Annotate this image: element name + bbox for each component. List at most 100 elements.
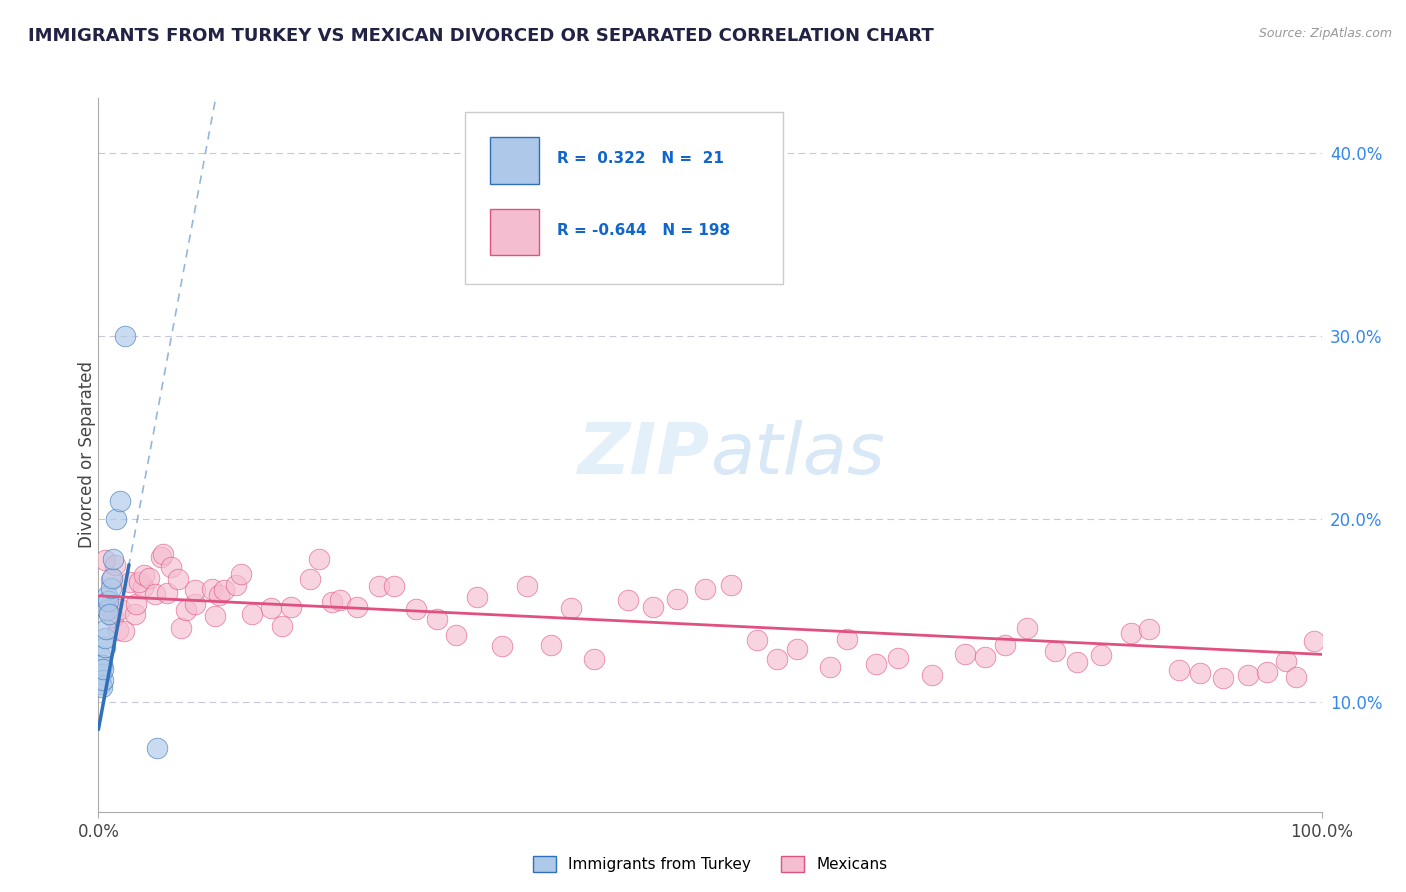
Point — [308, 552, 330, 566]
Point — [540, 638, 562, 652]
Point — [143, 587, 166, 601]
Point — [100, 574, 122, 588]
Point — [426, 612, 449, 626]
Point — [835, 632, 858, 646]
Point — [149, 550, 172, 565]
Point — [1015, 621, 1038, 635]
Point — [1285, 670, 1308, 684]
Point — [368, 579, 391, 593]
Point — [820, 659, 842, 673]
Point — [98, 607, 121, 621]
Point — [260, 600, 283, 615]
Text: Source: ZipAtlas.com: Source: ZipAtlas.com — [1258, 27, 1392, 40]
Point — [132, 580, 155, 594]
Point — [108, 602, 131, 616]
Point — [104, 512, 127, 526]
Point — [994, 638, 1017, 652]
Point — [156, 586, 179, 600]
Point — [100, 582, 122, 596]
Point — [201, 582, 224, 596]
Point — [321, 595, 343, 609]
Point — [128, 575, 150, 590]
Point — [91, 673, 114, 687]
Point — [329, 592, 352, 607]
Point — [865, 657, 887, 671]
Point — [97, 600, 120, 615]
Point — [110, 493, 132, 508]
Point — [666, 591, 689, 606]
FancyBboxPatch shape — [465, 112, 783, 284]
Point — [1168, 663, 1191, 677]
Y-axis label: Divorced or Separated: Divorced or Separated — [79, 361, 96, 549]
Point — [225, 578, 247, 592]
Point — [112, 624, 135, 638]
Point — [240, 607, 263, 621]
Point — [124, 607, 146, 622]
Point — [114, 329, 136, 343]
Point — [90, 676, 112, 690]
Point — [91, 681, 114, 695]
Point — [204, 608, 226, 623]
Point — [720, 577, 742, 591]
Point — [616, 593, 638, 607]
FancyBboxPatch shape — [489, 137, 538, 184]
Point — [146, 740, 169, 755]
Point — [491, 639, 513, 653]
Point — [516, 579, 538, 593]
Text: R = -0.644   N = 198: R = -0.644 N = 198 — [557, 223, 730, 237]
Point — [560, 600, 582, 615]
Text: IMMIGRANTS FROM TURKEY VS MEXICAN DIVORCED OR SEPARATED CORRELATION CHART: IMMIGRANTS FROM TURKEY VS MEXICAN DIVORC… — [28, 27, 934, 45]
Point — [1066, 655, 1088, 669]
Point — [765, 652, 787, 666]
Point — [152, 547, 174, 561]
Point — [1137, 622, 1160, 636]
Point — [1121, 625, 1143, 640]
Point — [886, 651, 908, 665]
Point — [94, 553, 117, 567]
Point — [280, 600, 302, 615]
Point — [125, 597, 148, 611]
FancyBboxPatch shape — [489, 209, 538, 255]
Point — [921, 668, 943, 682]
Point — [955, 647, 977, 661]
Point — [1274, 654, 1296, 668]
Point — [695, 582, 717, 596]
Point — [745, 633, 768, 648]
Point — [229, 566, 252, 581]
Point — [89, 649, 111, 664]
Point — [90, 667, 112, 681]
Point — [104, 558, 127, 573]
Point — [93, 631, 115, 645]
Text: atlas: atlas — [710, 420, 884, 490]
Point — [118, 575, 141, 590]
Point — [582, 652, 605, 666]
Point — [405, 601, 427, 615]
Point — [1256, 665, 1278, 679]
Point — [101, 552, 124, 566]
Point — [299, 572, 322, 586]
Point — [465, 590, 488, 604]
Point — [93, 640, 115, 654]
Point — [270, 618, 292, 632]
Point — [94, 622, 117, 636]
Point — [346, 600, 368, 615]
Point — [97, 594, 120, 608]
Point — [1090, 648, 1112, 662]
Point — [170, 621, 193, 635]
Text: ZIP: ZIP — [578, 420, 710, 490]
Point — [1303, 634, 1326, 648]
Point — [103, 609, 125, 624]
Point — [1236, 668, 1258, 682]
Point — [1188, 666, 1211, 681]
Point — [160, 559, 183, 574]
Point — [132, 567, 155, 582]
Point — [96, 589, 118, 603]
Point — [183, 583, 205, 598]
Point — [786, 642, 808, 657]
Point — [444, 628, 467, 642]
Point — [208, 588, 231, 602]
Point — [107, 624, 129, 638]
Point — [91, 662, 114, 676]
Point — [212, 582, 235, 597]
Point — [1043, 644, 1066, 658]
